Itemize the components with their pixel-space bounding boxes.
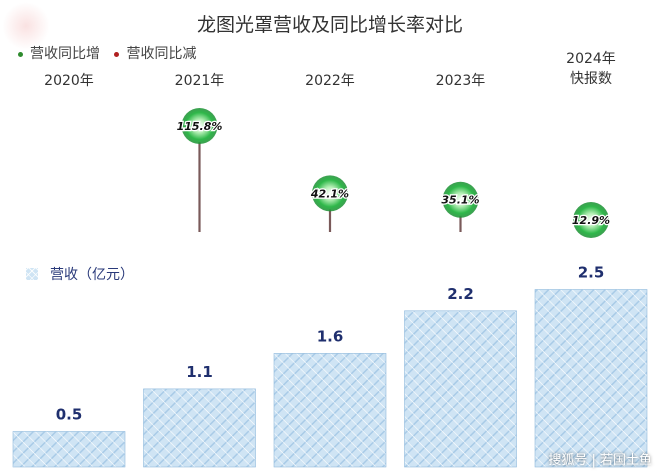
revenue-value-label: 2.5 <box>578 264 605 282</box>
growth-bubble <box>181 108 218 144</box>
revenue-value-label: 1.6 <box>317 327 344 345</box>
growth-rate-label: 42.1% <box>310 187 349 200</box>
category-label-line: 2022年 <box>305 73 355 89</box>
category-label-line: 2024年 <box>566 51 616 67</box>
logo-mark <box>2 2 50 50</box>
revenue-legend: 营收（亿元） <box>26 264 134 284</box>
chart-title: 龙图光罩营收及同比增长率对比 <box>196 14 463 36</box>
growth-bubble <box>573 202 609 238</box>
growth-bubble <box>442 181 479 218</box>
legend-label-up: 营收同比增 <box>30 46 100 62</box>
revenue-bar <box>143 388 256 468</box>
category-label-line: 2020年 <box>44 73 94 89</box>
revenue-bar <box>12 431 126 468</box>
legend-item-up: 营收同比增 <box>18 46 100 62</box>
revenue-bar <box>534 289 648 468</box>
growth-bubble <box>312 175 348 212</box>
revenue-value-label: 1.1 <box>186 363 213 381</box>
revenue-legend-label: 营收（亿元） <box>50 267 134 283</box>
revenue-value-label: 0.5 <box>56 406 83 424</box>
revenue-bar <box>273 353 387 468</box>
category-label: 2024年快报数 <box>566 51 616 87</box>
legend-dot-down <box>114 51 120 57</box>
growth-rate-label: 12.9% <box>572 214 610 227</box>
growth-rate-label: 35.1% <box>441 194 479 207</box>
category-label: 2020年 <box>44 73 94 89</box>
revenue-legend-swatch <box>26 268 38 280</box>
watermark: 搜狐号 | 若国土鱼 <box>548 453 652 468</box>
category-label-line: 快报数 <box>570 71 612 87</box>
category-label-line: 2023年 <box>436 73 486 89</box>
category-label: 2021年 <box>175 73 225 89</box>
growth-rate-label: 115.8% <box>177 120 223 133</box>
legend-item-down: 营收同比减 <box>114 46 196 62</box>
revenue-bar <box>404 310 517 468</box>
category-label-line: 2021年 <box>175 73 225 89</box>
legend-dot-up <box>18 51 23 57</box>
revenue-value-label: 2.2 <box>447 285 474 303</box>
category-label: 2023年 <box>436 73 486 89</box>
legend-label-down: 营收同比减 <box>126 46 197 62</box>
growth-legend: 营收同比增 营收同比减 <box>18 43 206 63</box>
category-label: 2022年 <box>305 73 355 89</box>
